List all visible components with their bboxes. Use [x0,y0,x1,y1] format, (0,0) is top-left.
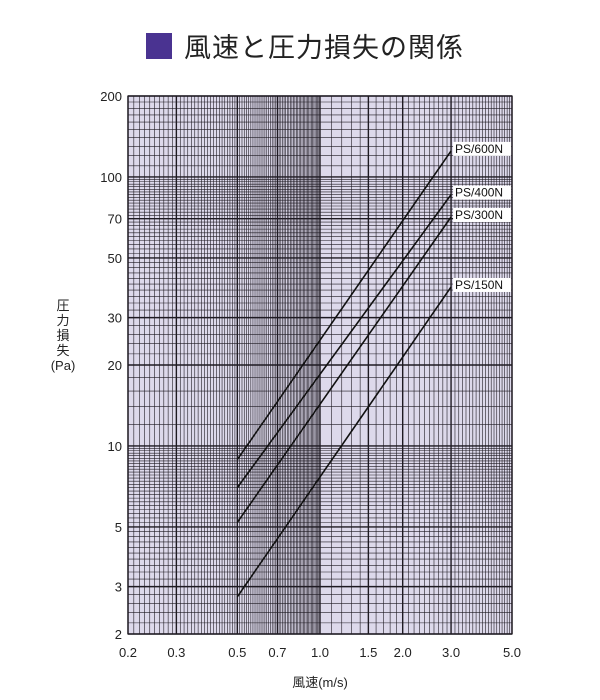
x-tick-label: 0.3 [167,645,185,660]
x-tick-label: 3.0 [442,645,460,660]
y-tick-label: 70 [108,212,122,227]
series-label: PS/600N [455,142,503,156]
x-tick-label: 0.5 [228,645,246,660]
series-line [236,194,452,489]
y-tick-label: 10 [108,439,122,454]
y-tick-label: 5 [115,520,122,535]
plot-border [127,95,513,635]
x-tick-label: 0.7 [268,645,286,660]
x-tick-label: 0.2 [119,645,137,660]
y-tick-label: 3 [115,580,122,595]
x-tick-label: 5.0 [503,645,521,660]
series-line [236,150,452,461]
y-tick-label: 2 [115,627,122,642]
x-tick-label: 2.0 [394,645,412,660]
y-axis-label: 圧力損失 (Pa) [46,298,80,373]
y-axis-label-part: (Pa) [50,358,76,373]
series-label: PS/300N [455,208,503,222]
series-line [236,216,452,523]
series-line [236,286,452,598]
y-axis-label-part: 圧 [56,298,70,313]
y-tick-label: 100 [100,170,122,185]
x-tick-label: 1.0 [311,645,329,660]
y-axis-label-part: 失 [56,343,70,358]
title-square-icon [146,32,172,59]
chart-title: 風速と圧力損失の関係 [146,26,464,65]
series-label: PS/150N [455,278,503,292]
y-tick-label: 200 [100,89,122,104]
y-axis-label-part: 損 [56,328,70,343]
y-axis-label-part: 力 [56,313,70,328]
x-tick-label: 1.5 [359,645,377,660]
x-axis-label: 風速(m/s) [292,675,348,690]
series-label-background [453,185,512,200]
series-label-background [453,277,512,292]
series-label-background [453,141,512,156]
y-tick-label: 20 [108,358,122,373]
y-tick-label: 30 [108,311,122,326]
series-label: PS/400N [455,186,503,200]
y-tick-label: 50 [108,251,122,266]
chart-title-text: 風速と圧力損失の関係 [184,33,464,63]
series-label-background [453,207,512,222]
